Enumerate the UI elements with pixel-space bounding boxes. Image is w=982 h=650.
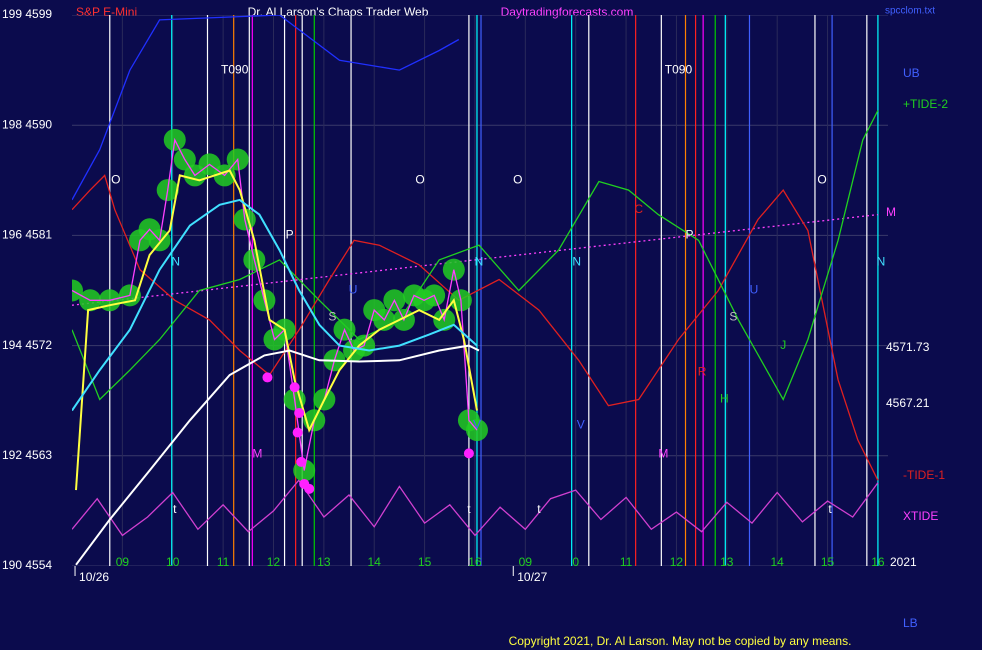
side-label: M	[886, 205, 896, 219]
annotation: t	[467, 502, 471, 516]
x-tick-label: 12	[670, 555, 684, 569]
annotation: H	[720, 392, 729, 406]
annotation: P	[286, 228, 294, 242]
plot-area	[72, 15, 888, 566]
low-dot	[304, 483, 315, 494]
y-tick-label: 192 4563	[2, 448, 52, 462]
x-tick-label: 14	[771, 555, 785, 569]
annotation: t	[828, 502, 832, 516]
side-label: 4571.73	[886, 340, 930, 354]
side-label: 2021	[890, 555, 917, 569]
annotation: t	[537, 502, 541, 516]
y-tick-label: 190 4554	[2, 558, 52, 572]
symbol: S&P E-Mini	[76, 5, 137, 19]
annotation: M	[252, 447, 262, 461]
annotation: N	[877, 255, 886, 269]
side-label: XTIDE	[903, 509, 938, 523]
x-tick-label: 14	[368, 555, 382, 569]
x-tick-label: 16	[871, 555, 885, 569]
series-line	[72, 110, 879, 401]
copyright: Copyright 2021, Dr. Al Larson. May not b…	[509, 634, 852, 648]
annotation: V	[577, 417, 585, 431]
annotation: J	[780, 338, 786, 352]
y-tick-label: 196 4581	[2, 228, 52, 242]
low-dot	[292, 427, 303, 438]
file-name: spcclom.txt	[885, 6, 935, 17]
x-tick-label: 09	[116, 555, 130, 569]
x-tick-label: 13	[317, 555, 331, 569]
side-label: UB	[903, 66, 920, 80]
annotation: M	[658, 447, 668, 461]
annotation: N	[572, 255, 581, 269]
side-label: LB	[903, 616, 918, 630]
annotation: S	[729, 310, 737, 324]
x-tick-label: 16	[468, 555, 482, 569]
annotation: O	[415, 172, 424, 186]
date-label: 10/27	[517, 570, 547, 584]
series-line	[72, 198, 478, 412]
annotation: V	[473, 417, 481, 431]
series-line	[72, 479, 879, 537]
x-tick-label: 13	[720, 555, 734, 569]
annotation: U	[349, 283, 358, 297]
annotation: O	[817, 172, 826, 186]
x-tick-label: 15	[821, 555, 835, 569]
series-line	[72, 213, 878, 306]
date-label: 10/26	[79, 570, 109, 584]
annotation: U	[750, 283, 759, 297]
side-label: -TIDE-1	[903, 468, 945, 482]
x-tick-label: 0	[572, 555, 579, 569]
annotation: N	[171, 255, 180, 269]
x-tick-label: 11	[217, 555, 230, 569]
y-tick-label: 194 4572	[2, 338, 52, 352]
series-line	[72, 15, 460, 201]
annotation: T090	[665, 62, 693, 76]
header-title: Dr. Al Larson's Chaos Trader Web	[248, 5, 429, 19]
annotation: t	[173, 502, 177, 516]
series-line	[72, 137, 478, 471]
series-line	[75, 344, 480, 566]
x-tick-label: 15	[418, 555, 432, 569]
x-tick-label: 09	[519, 555, 533, 569]
x-tick-label: 12	[267, 555, 281, 569]
y-tick-label: 198 4590	[2, 117, 52, 131]
annotation: T090	[221, 62, 249, 76]
low-dot	[463, 448, 474, 459]
y-tick-label: 199 4599	[2, 7, 52, 21]
x-tick-label: 10	[166, 555, 180, 569]
annotation: N	[475, 255, 484, 269]
low-dot	[289, 382, 300, 393]
low-dot	[294, 407, 305, 418]
low-dot	[262, 372, 273, 383]
x-tick-label: 11	[620, 555, 633, 569]
side-label: +TIDE-2	[903, 97, 948, 111]
annotation: R	[698, 365, 707, 379]
series-line	[75, 169, 478, 491]
annotation: C	[634, 202, 643, 216]
header-site: Daytradingforecasts.com	[501, 5, 634, 19]
annotation: P	[686, 228, 694, 242]
side-label: 4567.21	[886, 396, 930, 410]
series-line	[72, 174, 879, 481]
low-dot	[296, 456, 307, 467]
annotation: S	[328, 310, 336, 324]
annotation: O	[111, 172, 120, 186]
annotation: O	[513, 172, 522, 186]
